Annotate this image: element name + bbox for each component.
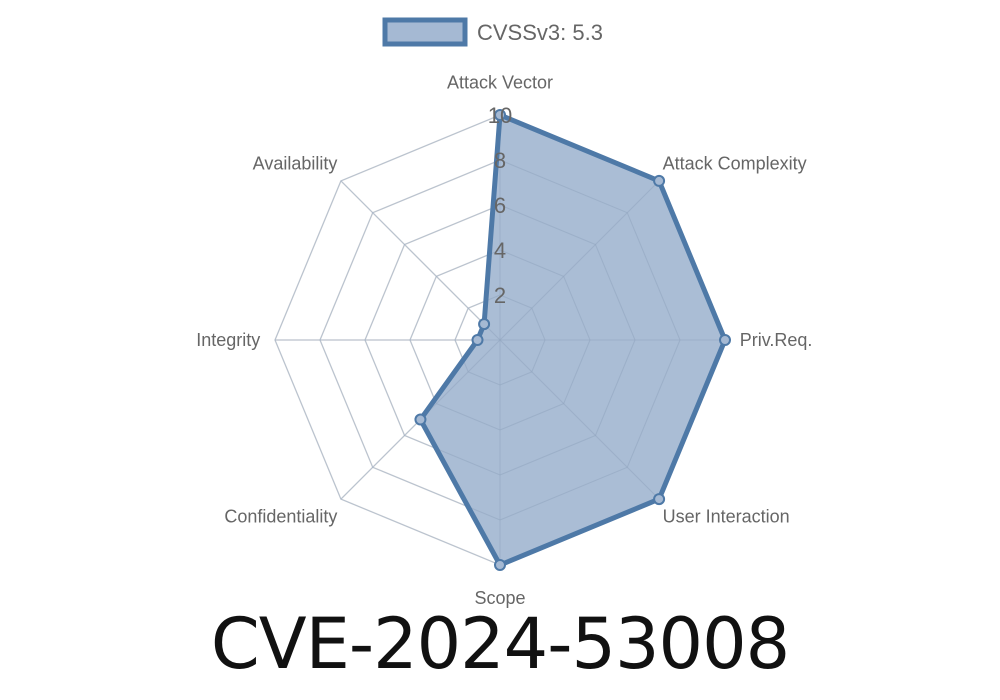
axis-label: User Interaction <box>663 507 790 527</box>
grid-spoke-overlay <box>499 339 660 500</box>
data-point-attack-complexity <box>653 174 666 187</box>
data-point-priv-req- <box>719 334 731 346</box>
data-point-attack-vector <box>494 109 506 121</box>
data-point-integrity <box>471 334 484 346</box>
axis-label: Confidentiality <box>224 507 337 527</box>
axis-label: Scope <box>474 588 525 608</box>
axis-label: Priv.Req. <box>740 330 813 350</box>
axis-label: Attack Complexity <box>663 153 807 173</box>
axis-label: Attack Vector <box>447 72 553 92</box>
tick-label: 2 <box>494 283 506 308</box>
tick-label: 10 <box>488 103 512 128</box>
grid-spoke-overlay <box>499 180 660 341</box>
chart-title: CVE-2024-53008 <box>210 603 790 685</box>
legend-swatch <box>382 17 468 47</box>
tick-label: 8 <box>494 148 506 173</box>
legend-label: CVSSv3: 5.3 <box>477 20 603 45</box>
data-point-confidentiality <box>414 413 427 426</box>
tick-label: 6 <box>494 193 506 218</box>
data-point-user-interaction <box>653 493 666 506</box>
axis-label: Integrity <box>196 330 260 350</box>
data-point-scope <box>494 559 506 571</box>
grid-spoke-overlay <box>340 180 501 341</box>
axis-label: Availability <box>253 153 338 173</box>
data-point-availability <box>478 318 491 331</box>
tick-label: 4 <box>494 238 506 263</box>
